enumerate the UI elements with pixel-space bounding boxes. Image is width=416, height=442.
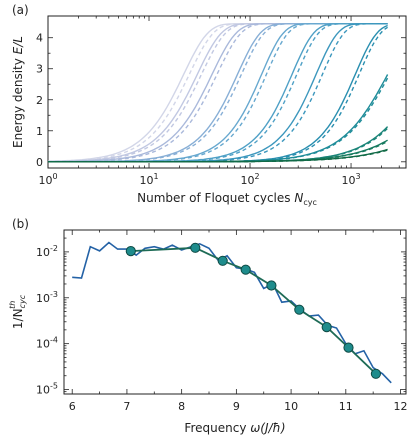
panel-b-y-tick-label: 10-4 bbox=[36, 336, 58, 351]
panel-b-y-tick-label: 10-5 bbox=[36, 382, 58, 397]
panel-b-x-tick-label: 8 bbox=[178, 400, 185, 413]
panel-a-series-fit-dashed bbox=[47, 23, 388, 163]
panel-a-series-fit-dashed bbox=[48, 149, 388, 163]
panel-b-raw-line bbox=[72, 241, 392, 384]
panel-a-x-tick-label: 101 bbox=[139, 172, 158, 187]
panel-b-x-tick-label: 7 bbox=[123, 400, 130, 413]
panel-a-series-fit-dashed bbox=[48, 23, 388, 163]
panel-b-y-axis-label-base: 1/N bbox=[11, 308, 25, 329]
panel-a-x-axis-label-sub: cyc bbox=[303, 198, 317, 207]
panel-a-y-tick-label: 0 bbox=[36, 156, 43, 169]
panel-a-y-tick-label: 2 bbox=[36, 94, 43, 107]
panel-a-y-axis-label: Energy density E/L bbox=[11, 36, 25, 148]
panel-a-series-group bbox=[47, 23, 389, 163]
panel-b-marker-point bbox=[321, 322, 332, 333]
panel-b-axes-frame bbox=[63, 229, 407, 395]
panel-a-ticks: 100 101 102 103 0 1 2 3 4 bbox=[36, 16, 406, 187]
panel-b-threshold-line bbox=[130, 246, 377, 375]
panel-a-label: (a) bbox=[12, 3, 29, 17]
panel-b-y-axis-label-sub: cyc bbox=[18, 294, 27, 308]
panel-a-x-axis-label: Number of Floquet cycles Ncyc bbox=[137, 191, 317, 207]
panel-b-marker-point bbox=[217, 255, 228, 266]
panel-a-y-axis-label-var: E/L bbox=[11, 36, 25, 54]
panel-b-ticks: 6 7 8 9 10 11 12 10-2 10-3 10-4 10-5 bbox=[36, 229, 408, 413]
panel-a-y-tick-label: 1 bbox=[36, 125, 43, 138]
panel-b-x-tick-label: 11 bbox=[339, 400, 353, 413]
panel-b-marker-point bbox=[294, 304, 305, 315]
panel-b-marker-point bbox=[370, 368, 381, 379]
panel-b-x-axis-label-main: Frequency bbox=[184, 421, 250, 435]
panel-b-series-group bbox=[72, 241, 392, 384]
panel-a-x-tick-label: 103 bbox=[341, 172, 360, 187]
panel-b-y-tick-label: 10-2 bbox=[36, 244, 58, 259]
panel-b-x-axis-label: Frequency ω(J/ħ) bbox=[184, 421, 285, 435]
panel-b-y-tick-label: 10-3 bbox=[36, 290, 58, 305]
panel-a-series-line bbox=[48, 74, 389, 163]
panel-b-marker-point bbox=[343, 342, 354, 353]
panel-a-series-fit-dashed bbox=[47, 23, 388, 163]
panel-b-label: (b) bbox=[12, 217, 29, 231]
panel-a-y-tick-label: 4 bbox=[36, 32, 43, 45]
panel-b-x-axis-label-var: ω(J/ħ) bbox=[250, 421, 285, 435]
panel-a-x-axis-label-main: Number of Floquet cycles bbox=[137, 191, 294, 205]
panel-b-marker-point bbox=[190, 242, 201, 253]
panel-b-x-tick-label: 10 bbox=[284, 400, 298, 413]
panel-a-x-axis-label-var: N bbox=[294, 191, 303, 205]
panel-b-x-tick-label: 6 bbox=[69, 400, 76, 413]
panel-b-marker-point bbox=[125, 246, 136, 257]
panel-b-marker-point bbox=[240, 264, 251, 275]
panel-a-y-tick-label: 3 bbox=[36, 63, 43, 76]
panel-b-marker-point bbox=[266, 280, 277, 291]
panel-a-axes-frame bbox=[47, 15, 407, 169]
panel-a-y-axis-label-main: Energy density bbox=[11, 54, 25, 148]
panel-a: (a) 100 101 102 103 0 1 2 3 4 Number of Floquet … bbox=[11, 3, 407, 207]
panel-b-y-axis-label-sup: th bbox=[8, 301, 17, 309]
panel-a-x-tick-label: 102 bbox=[240, 172, 259, 187]
panel-a-x-tick-label: 100 bbox=[38, 172, 57, 187]
panel-b-x-tick-label: 9 bbox=[233, 400, 240, 413]
panel-b-y-axis-label: 1/Ncycth bbox=[8, 294, 27, 329]
panel-b-x-tick-label: 12 bbox=[394, 400, 408, 413]
panel-b: (b) 6 7 8 9 10 11 12 10-2 10-3 10-4 10-5 Frequency… bbox=[8, 217, 408, 435]
